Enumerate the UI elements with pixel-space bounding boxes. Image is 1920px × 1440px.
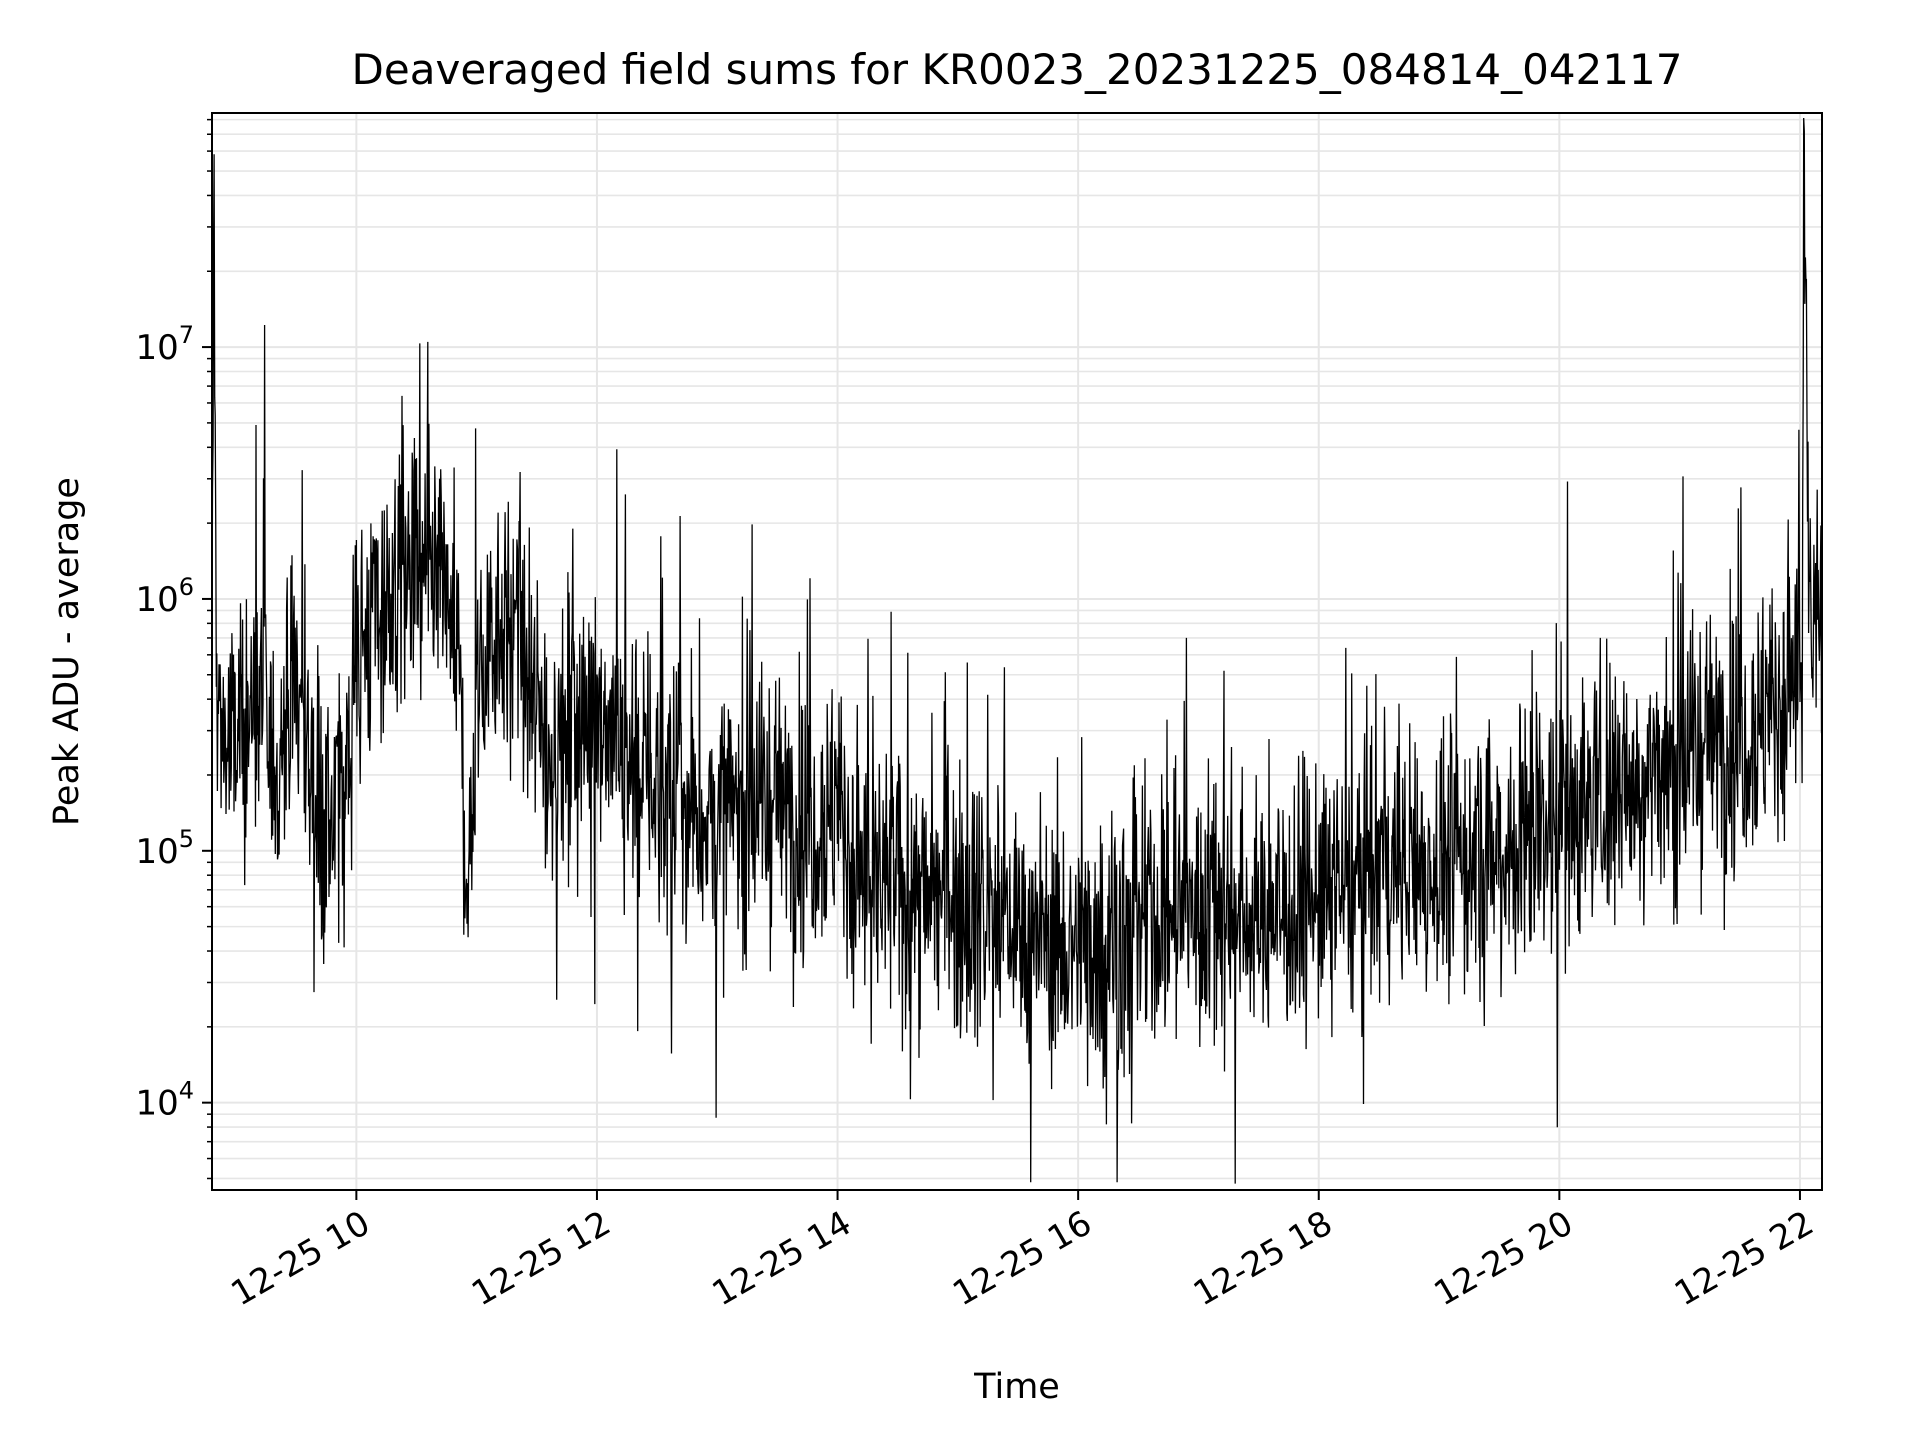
x-tick-label: 12-25 18 <box>1187 1203 1339 1314</box>
y-tick-exponent: 5 <box>179 825 194 853</box>
chart-title: Deaveraged field sums for KR0023_2023122… <box>352 45 1683 94</box>
x-axis-label: Time <box>973 1367 1060 1407</box>
y-axis-label: Peak ADU - average <box>47 477 87 826</box>
x-tick-label: 12-25 20 <box>1427 1203 1579 1314</box>
y-tick-base: 10 <box>135 328 178 368</box>
y-tick-exponent: 7 <box>179 321 194 349</box>
y-tick-base: 10 <box>135 1084 178 1124</box>
y-tick-label: 107 <box>135 321 194 368</box>
y-tick-label: 104 <box>135 1077 194 1124</box>
series-line <box>211 117 1823 1184</box>
x-tick-label: 12-25 12 <box>465 1203 617 1314</box>
x-tick-label: 12-25 10 <box>224 1203 376 1314</box>
y-tick-label: 106 <box>135 573 194 620</box>
x-axis: 12-25 10 12-25 12 12-25 14 12-25 16 12-25 18… <box>224 1190 1820 1314</box>
y-tick-base: 10 <box>135 832 178 872</box>
x-tick-label: 12-25 14 <box>706 1203 858 1314</box>
plot-area-frame <box>211 112 1823 1191</box>
x-tick-label: 12-25 16 <box>946 1203 1098 1314</box>
y-tick-exponent: 6 <box>179 573 194 601</box>
y-tick-exponent: 4 <box>179 1077 194 1105</box>
y-tick-label: 105 <box>135 825 194 872</box>
x-tick-label: 12-25 22 <box>1668 1203 1820 1314</box>
y-tick-base: 10 <box>135 580 178 620</box>
